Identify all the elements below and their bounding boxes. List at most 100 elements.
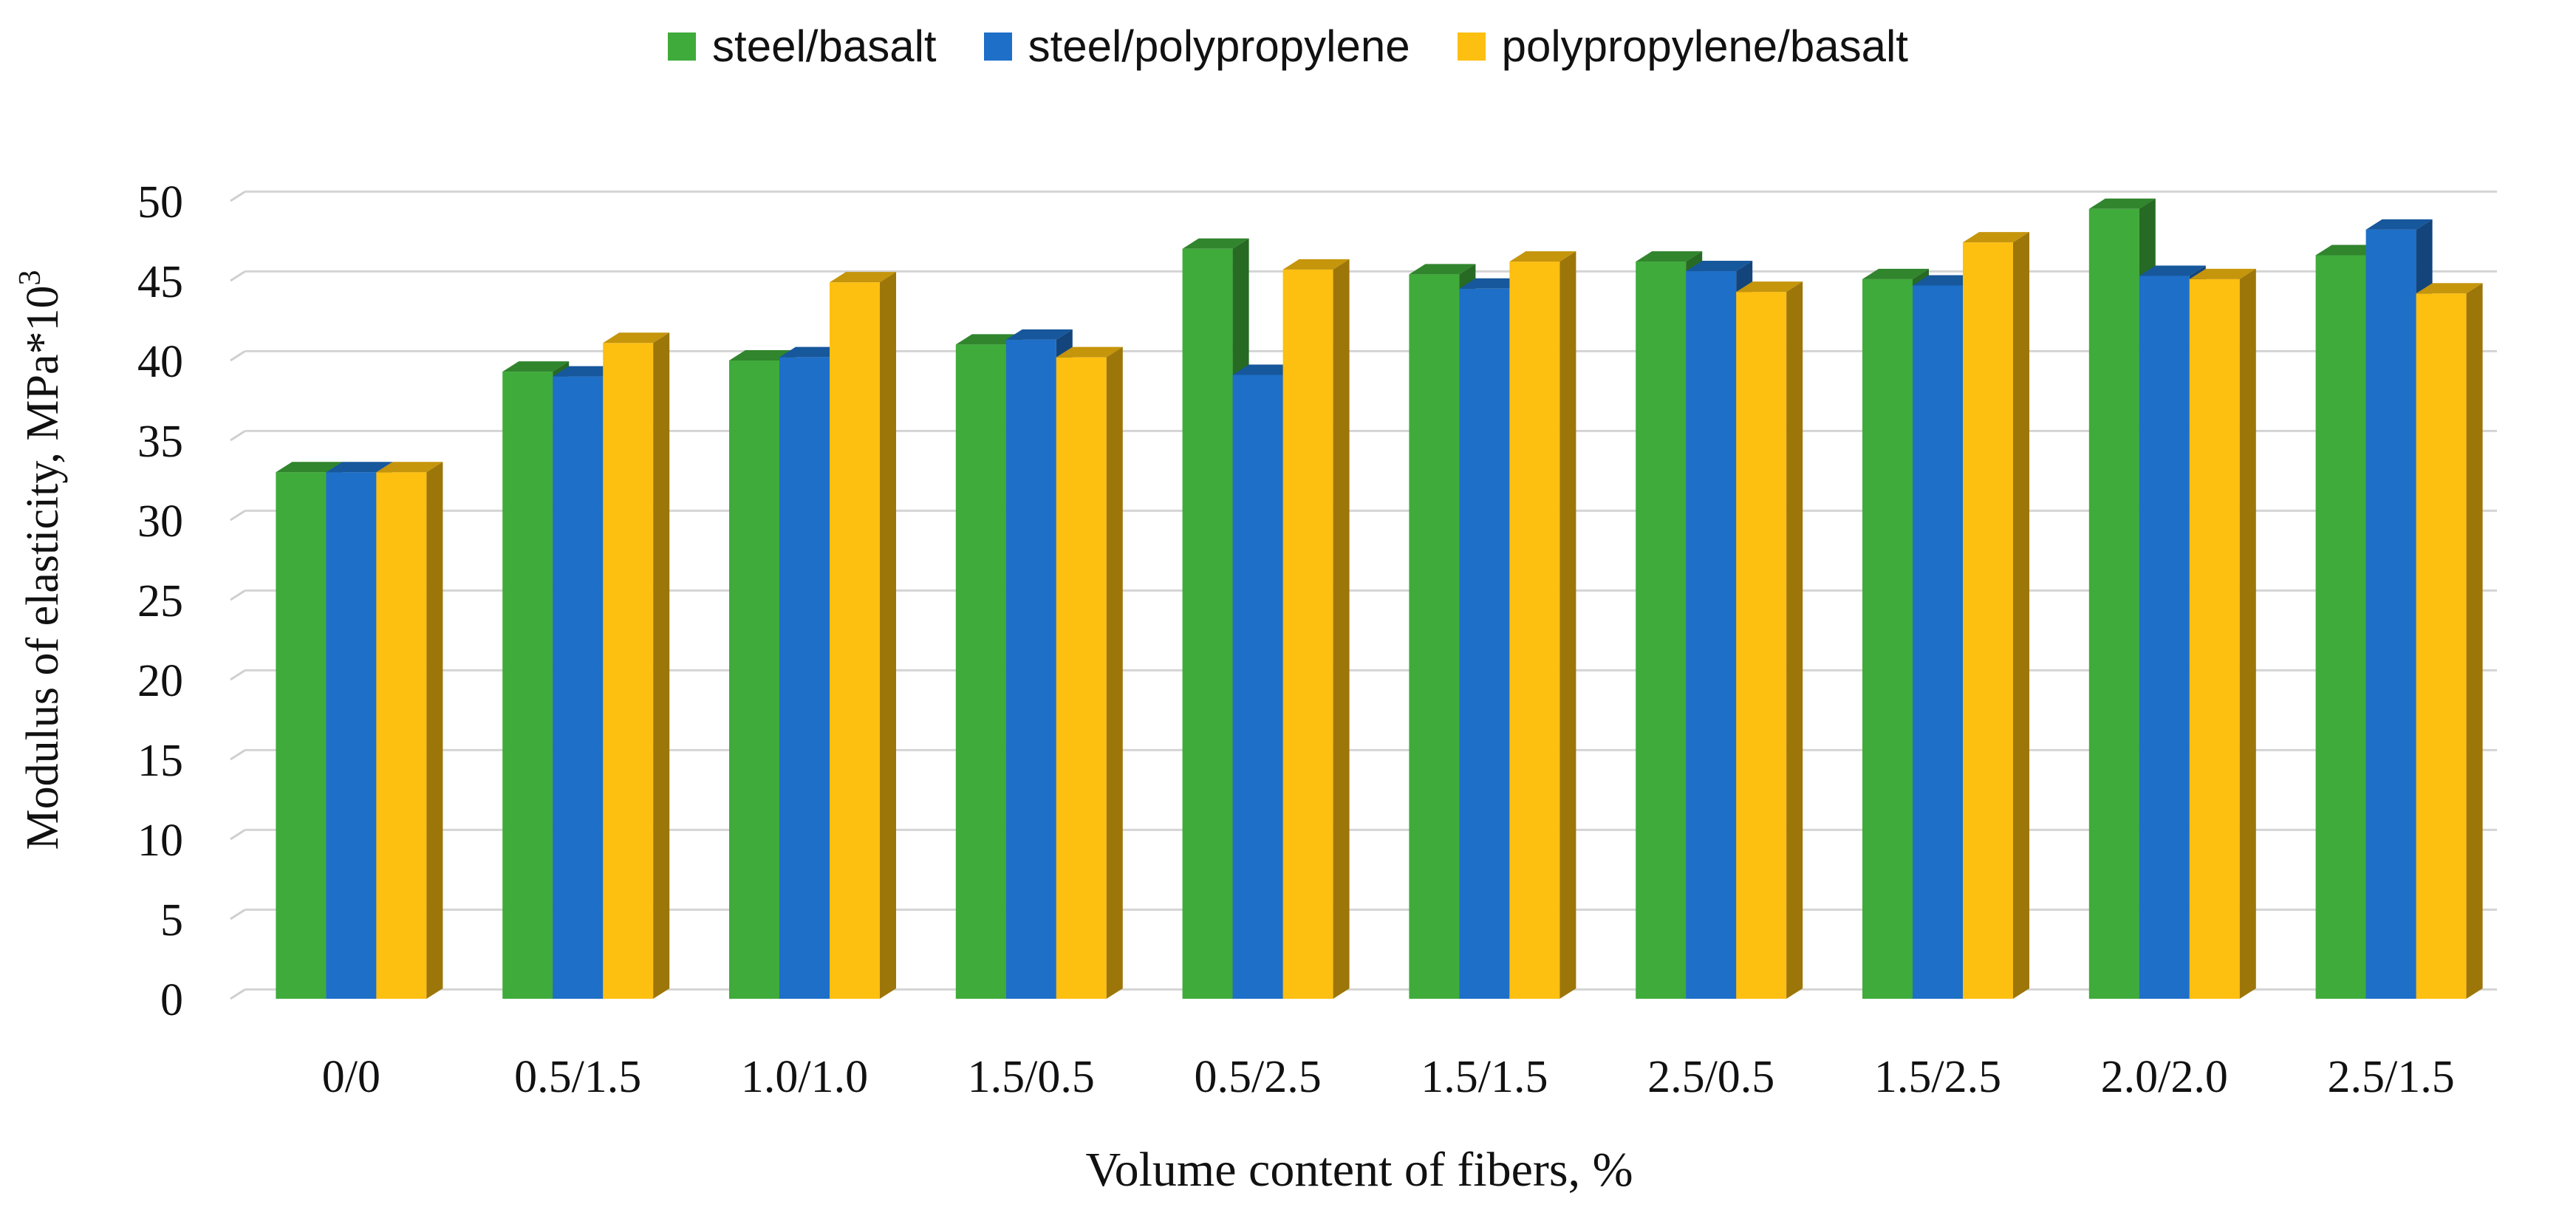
bar-front	[276, 472, 327, 999]
bar-top	[276, 462, 343, 473]
bar-front	[1509, 262, 1560, 1000]
bar-side	[426, 462, 443, 999]
bar-front	[502, 372, 553, 999]
x-tick-label: 2.5/0.5	[1647, 1052, 1774, 1102]
legend-item-steel-basalt[interactable]: steel/basalt	[668, 21, 937, 72]
bar-front	[955, 344, 1006, 999]
bar-front	[2189, 279, 2240, 1000]
bar-top	[2088, 198, 2156, 209]
gridline-diag	[230, 590, 246, 601]
bar-front	[603, 343, 654, 999]
bar-front	[2365, 229, 2416, 999]
bar-front	[1182, 248, 1233, 999]
legend-item-steel-polypropylene[interactable]: steel/polypropylene	[983, 21, 1410, 72]
bar-side	[1106, 346, 1123, 999]
bar-front	[553, 376, 604, 1000]
y-tick-label: 25	[137, 576, 183, 626]
x-axis-title: Volume content of fibers, %	[1085, 1143, 1633, 1197]
bar-front	[2416, 293, 2467, 999]
bar-top	[1282, 259, 1350, 270]
bar	[830, 272, 896, 999]
legend-item-polypropylene-basalt[interactable]: polypropylene/basalt	[1457, 21, 1908, 72]
bar-front	[376, 472, 427, 999]
bar-front	[1005, 339, 1056, 999]
bar-side	[2013, 232, 2029, 999]
bar-front	[1409, 274, 1460, 999]
gridline-diag	[230, 988, 246, 1000]
bar	[603, 332, 670, 999]
y-tick-label: 30	[137, 496, 183, 547]
y-tick-label: 15	[137, 736, 183, 786]
bar-top	[1459, 278, 1526, 289]
bar-top	[603, 332, 670, 344]
x-tick-label: 1.5/0.5	[968, 1052, 1095, 1102]
bar-front	[1056, 357, 1107, 999]
bar-top	[376, 462, 443, 473]
bar-top	[1686, 261, 1753, 272]
gridline-diag	[230, 270, 246, 282]
x-tick-label: 2.5/1.5	[2327, 1052, 2454, 1102]
legend-swatch-polypropylene-basalt	[1457, 32, 1486, 61]
y-tick-label: 5	[160, 895, 183, 946]
bar	[1282, 259, 1350, 999]
y-tick-label: 45	[137, 257, 183, 307]
bar-top	[502, 361, 570, 372]
bar-front	[2315, 255, 2366, 999]
bar-top	[1963, 232, 2029, 243]
bar-front	[1636, 262, 1687, 1000]
x-axis-ticks: 0/0 0.5/1.5 1.0/1.0 1.5/0.5 0.5/2.5 1.5/1.5 2.…	[322, 1052, 2455, 1102]
bar-side	[880, 272, 896, 999]
bar	[1736, 281, 1803, 999]
bar-front	[326, 472, 377, 999]
y-tick-label: 0	[160, 975, 183, 1025]
bars	[276, 198, 2483, 1000]
legend-label-steel-basalt: steel/basalt	[712, 21, 937, 71]
bar-top	[1913, 275, 1979, 286]
bar-front	[1913, 285, 1963, 1000]
bar-side	[1559, 251, 1576, 1000]
bar-front	[779, 357, 830, 999]
bar-top	[553, 366, 620, 377]
bar-top	[779, 346, 846, 358]
bar-top	[1862, 268, 1929, 279]
bar-front	[830, 282, 880, 999]
x-tick-label: 1.5/2.5	[1874, 1052, 2001, 1102]
bar-top	[1409, 264, 1476, 275]
y-tick-label: 35	[137, 417, 183, 467]
gridline-diag	[230, 510, 246, 522]
x-tick-label: 1.5/1.5	[1421, 1052, 1548, 1102]
legend-swatch-steel-polypropylene	[983, 32, 1012, 61]
bar-top	[2315, 245, 2382, 256]
bar-front	[729, 361, 779, 999]
bar-top	[955, 334, 1022, 345]
y-axis-title: Modulus of elasticity, MPa*103	[13, 270, 68, 850]
bar-side	[1786, 281, 1803, 999]
bar	[2189, 268, 2256, 1000]
bar-side	[2239, 268, 2256, 1000]
y-tick-label: 20	[137, 656, 183, 706]
bar-front	[2088, 208, 2139, 999]
gridline-diag	[230, 350, 246, 362]
y-tick-label: 10	[137, 816, 183, 866]
bar-side	[653, 332, 670, 999]
legend-label-polypropylene-basalt: polypropylene/basalt	[1501, 21, 1908, 71]
y-axis-ticks: 0 5 10 15 20 25 30 35 40 45 50	[137, 177, 183, 1025]
bar-top	[2189, 268, 2256, 279]
x-tick-label: 0/0	[322, 1052, 380, 1102]
y-axis-title-superscript: 3	[13, 270, 47, 285]
bar-side	[1333, 259, 1350, 999]
bar-top	[2365, 219, 2433, 230]
bar-top	[830, 272, 896, 283]
bar-front	[1459, 288, 1510, 999]
bar-front	[1862, 279, 1913, 1000]
bar	[376, 462, 443, 999]
gridline-diag	[230, 191, 246, 202]
bar-top	[1182, 238, 1249, 249]
bar-top	[1056, 346, 1123, 358]
bar-front	[1686, 271, 1737, 999]
bar-top	[2139, 265, 2206, 276]
bar-front	[2139, 276, 2190, 999]
x-tick-label: 0.5/2.5	[1194, 1052, 1321, 1102]
gridline-diag	[230, 430, 246, 442]
